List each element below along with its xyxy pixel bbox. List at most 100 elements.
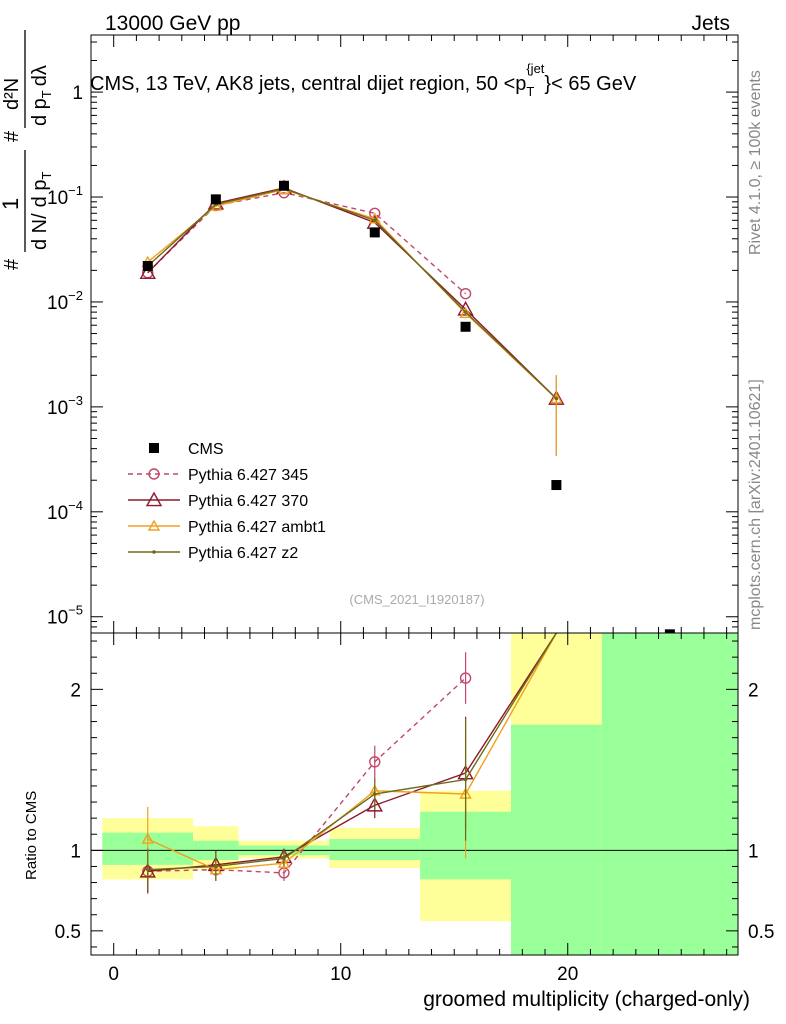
- cms-data-point: [460, 321, 471, 332]
- cms-data-point: [369, 227, 380, 238]
- data-point-marker: [282, 856, 286, 861]
- data-point-marker: [145, 867, 150, 872]
- ylabel-dl: dλ: [29, 65, 51, 86]
- data-point-marker: [152, 550, 156, 554]
- legend-item: Pythia 6.427 370: [128, 491, 308, 510]
- y-tick-label: 1: [72, 83, 83, 104]
- title-sub: T: [526, 84, 534, 99]
- x-tick-label: 10: [330, 964, 351, 985]
- syst-band-inner: [601, 633, 738, 955]
- ratio-y-tick-label-right: 0.5: [748, 922, 774, 943]
- y-tick-label: 10−5: [47, 603, 83, 629]
- data-point-marker: [214, 864, 218, 869]
- data-point-marker: [372, 218, 377, 223]
- series-pythia-6-427-ambt1: [141, 183, 563, 457]
- main-panel: [139, 179, 675, 633]
- data-point-marker: [369, 756, 381, 768]
- svg-text:d pTdλ: d pTdλ: [29, 65, 54, 126]
- title-tail: }< 65 GeV: [544, 73, 636, 95]
- ratio-panel: [91, 633, 738, 955]
- ratio-line: [147, 633, 557, 871]
- cms-data-point: [142, 261, 153, 272]
- y-tick-label: 10−3: [47, 393, 83, 419]
- data-point-marker: [368, 212, 381, 224]
- x-axis-label: groomed multiplicity (charged-only): [423, 988, 750, 1011]
- svg-text:d N/d pT: d N/ d pT: [29, 172, 54, 251]
- energy-label: 13000 GeV pp: [105, 12, 240, 35]
- main-ylabel: # 1 d N/d pT # d²N d pTdλ: [0, 30, 54, 270]
- series-pythia-6-427-370: [139, 179, 565, 457]
- ratio-line: [147, 633, 557, 872]
- series-cms-data: [142, 180, 675, 633]
- data-point-marker: [463, 777, 468, 782]
- cms-data-point: [210, 194, 221, 205]
- data-point-marker: [366, 796, 383, 812]
- series-line: [147, 187, 557, 400]
- data-point-marker: [148, 468, 160, 480]
- ylabel-den: d N: [29, 219, 51, 250]
- series-line: [147, 187, 557, 400]
- data-point-marker: [459, 306, 472, 318]
- y-tick-label: 10−1: [47, 183, 83, 209]
- ylabel-T2: T: [39, 90, 54, 98]
- plot-title: CMS, 13 TeV, AK8 jets, central dijet reg…: [90, 61, 637, 99]
- axes: 0 10 20 10−5 10−4 10−3 10−2 10−1 1 0.5 0.5 1 1 2 2: [47, 34, 774, 985]
- data-point-marker: [147, 519, 161, 531]
- data-point-marker: [463, 310, 468, 314]
- legend-item: Pythia 6.427 z2: [128, 545, 298, 562]
- data-point-marker: [459, 672, 472, 684]
- series-line: [147, 188, 557, 400]
- legend-item: CMS: [149, 441, 224, 458]
- ratio-y-tick-label-right: 2: [748, 680, 759, 701]
- ratio-y-tick-label: 1: [70, 841, 81, 862]
- legend-label: Pythia 6.427 ambt1: [188, 519, 326, 536]
- data-point-marker: [209, 199, 223, 211]
- cms-data-point: [551, 480, 562, 491]
- x-tick-label: 0: [108, 964, 119, 985]
- legend: CMS Pythia 6.427 345 Pythia 6.427 370 Pythi…: [128, 441, 326, 562]
- ylabel-dp: d p: [29, 180, 51, 208]
- legend-label: CMS: [188, 441, 224, 458]
- ratio-y-tick-label: 0.5: [55, 922, 81, 943]
- ylabel-dpdl: d p: [29, 98, 51, 126]
- legend-label: Pythia 6.427 345: [188, 467, 308, 484]
- ylabel-one: 1: [0, 198, 23, 210]
- ylabel-d2N: d²N: [1, 78, 23, 110]
- data-point-marker: [372, 792, 377, 796]
- jets-label: Jets: [691, 12, 730, 35]
- legend-item: Pythia 6.427 345: [128, 467, 308, 484]
- ylabel-T: T: [39, 172, 54, 180]
- y-tick-label: 10−2: [47, 288, 83, 314]
- data-point-marker: [139, 264, 156, 280]
- ratio-series-pythia-6-427-z2: [145, 633, 557, 891]
- data-point-marker: [145, 491, 163, 507]
- data-point-marker: [554, 396, 559, 401]
- series-pythia-6-427-345: [142, 186, 472, 300]
- ylabel-slash: /: [29, 213, 51, 219]
- data-point-marker: [277, 856, 291, 868]
- ylabel-hash2: #: [1, 130, 23, 142]
- rivet-version-label: Rivet 4.1.0, ≥ 100k events: [747, 70, 764, 255]
- cms-data-point: [664, 629, 675, 633]
- legend-label: Pythia 6.427 370: [188, 493, 308, 510]
- mcplots-site-label: mcplots.cern.ch [arXiv:2401.10621]: [747, 379, 764, 630]
- ratio-y-tick-label-right: 1: [748, 841, 759, 862]
- series-pythia-6-427-z2: [145, 186, 559, 401]
- x-tick-label: 20: [557, 964, 578, 985]
- ratio-ylabel: Ratio to CMS: [23, 791, 40, 880]
- title-main: CMS, 13 TeV, AK8 jets, central dijet reg…: [90, 73, 526, 95]
- series-line: [147, 191, 467, 295]
- title-sup: {jet: [526, 61, 544, 76]
- ylabel-hash: #: [1, 258, 23, 270]
- syst-band-inner: [510, 724, 602, 955]
- legend-marker: [149, 443, 159, 453]
- syst-band-inner: [329, 839, 421, 861]
- y-tick-label: 10−4: [47, 498, 83, 524]
- legend-item: Pythia 6.427 ambt1: [128, 519, 326, 536]
- legend-label: Pythia 6.427 z2: [188, 545, 298, 562]
- data-point-marker: [141, 832, 154, 844]
- data-point-marker: [459, 287, 472, 300]
- svg-text:#: #: [1, 258, 23, 270]
- ratio-y-tick-label: 2: [70, 680, 81, 701]
